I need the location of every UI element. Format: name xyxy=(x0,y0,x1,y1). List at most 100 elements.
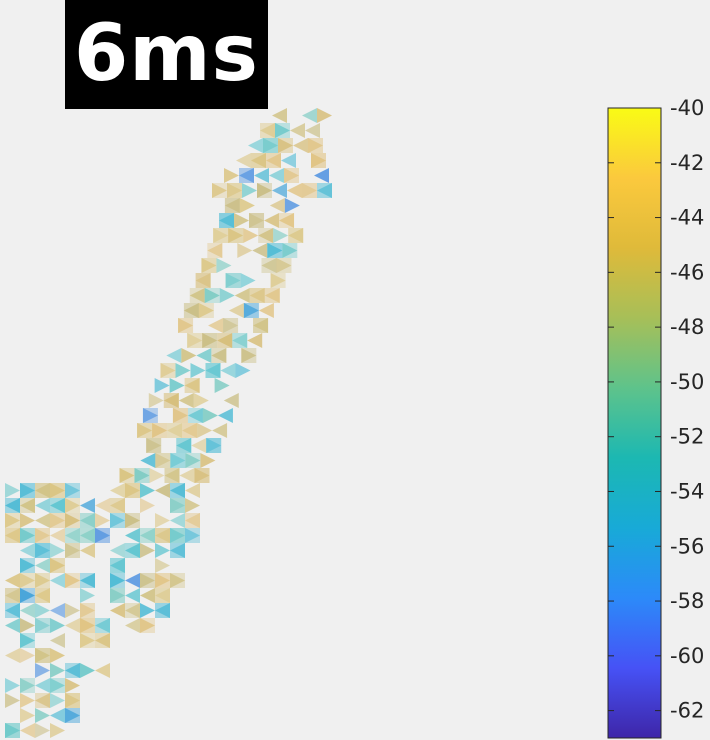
mesh-cell xyxy=(288,228,304,243)
mesh-cell xyxy=(202,408,218,423)
mesh-cell xyxy=(80,618,95,633)
mesh-cell xyxy=(227,183,242,198)
mesh-cell xyxy=(5,693,20,708)
mesh-cell xyxy=(207,243,223,258)
mesh-cell xyxy=(35,618,50,633)
mesh-cell xyxy=(205,363,221,378)
mesh-cell xyxy=(35,498,50,513)
mesh-cell xyxy=(237,243,253,258)
mesh-cell xyxy=(317,183,332,198)
mesh-cell xyxy=(243,228,259,243)
mesh-cell xyxy=(155,453,171,468)
mesh-cell xyxy=(239,198,255,213)
colorbar-tick-label: -46 xyxy=(670,260,704,284)
mesh-cell xyxy=(110,513,125,528)
mesh-cell xyxy=(287,183,302,198)
mesh-cell xyxy=(80,603,95,618)
mesh-cell xyxy=(211,348,227,363)
mesh-cell xyxy=(35,663,50,678)
mesh-cell xyxy=(140,618,155,633)
mesh-cell xyxy=(20,603,35,618)
mesh-cell xyxy=(293,138,308,153)
mesh-cell xyxy=(125,528,140,543)
mesh-cell xyxy=(110,483,125,498)
mesh-cell xyxy=(95,633,110,648)
mesh-cell xyxy=(65,693,80,708)
mesh-cell xyxy=(195,273,211,288)
mesh-cell xyxy=(20,483,35,498)
mesh-cell xyxy=(170,573,185,588)
mesh-cell xyxy=(279,213,295,228)
mesh-cell xyxy=(65,543,80,558)
mesh-cell xyxy=(275,123,290,138)
mesh-cell xyxy=(269,198,285,213)
mesh-cell xyxy=(181,348,197,363)
mesh-cell xyxy=(35,573,50,588)
mesh-cell xyxy=(65,663,80,678)
mesh-cell xyxy=(5,513,20,528)
mesh-cell xyxy=(140,603,155,618)
mesh-cell xyxy=(80,498,95,513)
mesh-cell xyxy=(50,603,65,618)
mesh-cell xyxy=(206,438,222,453)
mesh-cell xyxy=(142,408,158,423)
mesh-cell xyxy=(20,558,35,573)
mesh-cell xyxy=(50,528,65,543)
colorbar-tick-label: -58 xyxy=(670,589,704,613)
mesh-cell xyxy=(236,153,251,168)
mesh-cell xyxy=(5,528,20,543)
mesh-cell xyxy=(241,348,257,363)
mesh-cell xyxy=(20,633,35,648)
mesh-cell xyxy=(184,378,200,393)
mesh-cell xyxy=(50,708,65,723)
mesh-cell xyxy=(155,528,170,543)
mesh-cell xyxy=(207,243,223,258)
mesh-cell xyxy=(170,483,185,498)
mesh-cell xyxy=(20,708,35,723)
time-label: 6ms xyxy=(65,0,268,109)
mesh-cell xyxy=(95,618,110,633)
mesh-cell xyxy=(170,513,185,528)
mesh-cell xyxy=(234,213,250,228)
mesh-cell xyxy=(170,528,185,543)
mesh-cell xyxy=(110,573,125,588)
mesh-cell xyxy=(140,543,155,558)
colorbar-tick-label: -42 xyxy=(670,151,704,175)
mesh-cell xyxy=(155,573,170,588)
mesh-cell xyxy=(65,678,80,693)
mesh-cell xyxy=(95,513,110,528)
mesh-cell xyxy=(20,528,35,543)
mesh-cell xyxy=(305,123,320,138)
mesh-cell xyxy=(261,258,277,273)
mesh-cell xyxy=(198,303,214,318)
mesh-cell xyxy=(110,543,125,558)
mesh-cell xyxy=(142,408,158,423)
mesh-cell xyxy=(80,603,95,618)
mesh-cell xyxy=(219,288,235,303)
mesh-cell xyxy=(243,303,259,318)
mesh-cell xyxy=(272,108,287,123)
mesh-cell xyxy=(170,498,185,513)
mesh-cell xyxy=(213,228,229,243)
mesh-cell xyxy=(302,183,317,198)
mesh-cell xyxy=(5,678,20,693)
mesh-cell xyxy=(95,528,110,543)
mesh-cell xyxy=(125,588,140,603)
mesh-cells xyxy=(5,108,332,738)
mesh-cell xyxy=(110,573,125,588)
mesh-cell xyxy=(260,123,275,138)
mesh-cell xyxy=(176,438,192,453)
mesh-cell xyxy=(35,528,50,543)
mesh-cell xyxy=(140,528,155,543)
mesh-cell xyxy=(170,453,186,468)
mesh-cell xyxy=(65,498,80,513)
mesh-cell xyxy=(35,618,50,633)
mesh-cell xyxy=(65,483,80,498)
mesh-cell xyxy=(219,213,235,228)
mesh-cell xyxy=(270,273,286,288)
mesh-cell xyxy=(220,363,236,378)
mesh-cell xyxy=(167,423,183,438)
mesh-cell xyxy=(212,183,227,198)
mesh-cell xyxy=(65,618,80,633)
mesh-cell xyxy=(5,483,20,498)
